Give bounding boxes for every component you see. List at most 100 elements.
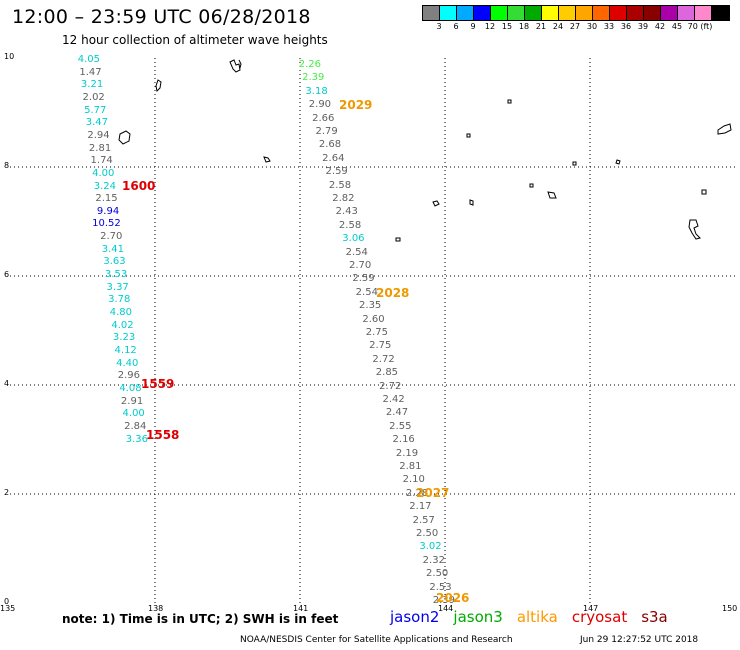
color-scale-label: 70 (ft) <box>687 22 713 31</box>
color-swatch <box>627 6 644 20</box>
generation-timestamp: Jun 29 12:27:52 UTC 2018 <box>580 635 699 645</box>
color-scale-labels: 3 6 9 12 15 18 21 24 27 30 33 36 39 42 45 70 (ft) <box>422 22 740 34</box>
color-scale-bar <box>422 5 730 21</box>
color-scale-label: 6 <box>453 22 459 31</box>
wave-height-value: 2.59 <box>352 273 375 285</box>
island-shape <box>118 130 131 145</box>
wave-height-value: 3.36 <box>125 433 148 445</box>
color-swatch <box>678 6 695 20</box>
wave-height-value: 4.12 <box>114 344 137 356</box>
island-shape <box>615 159 621 165</box>
wave-height-value: 3.41 <box>101 243 124 255</box>
color-swatch <box>491 6 508 20</box>
color-swatch <box>712 6 729 20</box>
island-shape <box>469 199 474 206</box>
y-tick-label: 10 <box>4 52 15 61</box>
wave-height-value: 3.18 <box>305 85 328 97</box>
y-tick-label: 2 <box>4 488 10 497</box>
color-swatch <box>525 6 542 20</box>
wave-height-value: 2.79 <box>315 126 338 137</box>
island-shape <box>547 191 557 199</box>
wave-height-value: 2.72 <box>379 380 402 392</box>
wave-height-value: 2.84 <box>124 420 147 432</box>
pass-time-label: 1559 <box>141 377 175 391</box>
wave-height-value: 3.21 <box>80 79 104 91</box>
wave-height-value: 2.47 <box>385 407 409 419</box>
satellite-legend: jason2 jason3 altika cryosat s3a <box>390 608 682 626</box>
wave-height-value: 2.96 <box>117 370 140 382</box>
wave-height-value: 4.40 <box>116 357 139 369</box>
wave-height-value: 2.75 <box>369 340 392 352</box>
color-scale-label: 21 <box>535 22 547 31</box>
color-scale-label: 15 <box>501 22 513 31</box>
color-scale-label: 30 <box>586 22 598 31</box>
pass-time-label: 2028 <box>376 286 410 300</box>
y-tick-label: 4 <box>4 379 10 388</box>
color-swatch <box>423 6 440 20</box>
wave-height-value: 2.39 <box>432 595 455 606</box>
wave-height-value: 3.53 <box>104 269 128 281</box>
color-swatch <box>440 6 457 20</box>
wave-height-value: 2.28 <box>405 487 429 499</box>
y-tick-label: 8 <box>4 161 10 170</box>
wave-height-value: 4.02 <box>111 319 134 331</box>
wave-height-value: 2.85 <box>375 367 399 379</box>
wave-height-value: 4.00 <box>122 408 145 420</box>
wave-height-value: 2.58 <box>328 179 352 191</box>
wave-height-value: 2.64 <box>322 152 345 164</box>
wave-height-value: 2.02 <box>82 91 105 103</box>
x-tick-label: 135 <box>0 604 16 613</box>
wave-height-value: 2.17 <box>409 501 432 513</box>
color-swatch <box>695 6 712 20</box>
x-tick-label: 150 <box>722 604 738 613</box>
island-shape <box>572 161 577 166</box>
wave-height-value: 2.94 <box>87 129 110 141</box>
color-swatch <box>576 6 593 20</box>
island-shape <box>507 99 512 104</box>
wave-height-value: 2.72 <box>372 353 395 365</box>
color-swatch <box>474 6 491 20</box>
credit-text: NOAA/NESDIS Center for Satellite Applica… <box>240 635 513 645</box>
x-tick-label: 138 <box>148 604 164 613</box>
color-swatch <box>644 6 661 20</box>
wave-height-value: 2.26 <box>298 59 321 70</box>
color-scale-label: 36 <box>620 22 632 31</box>
island-shape <box>229 59 241 73</box>
island-shape <box>688 219 701 240</box>
wave-height-value: 4.00 <box>92 167 115 179</box>
island-shape <box>432 200 440 207</box>
y-tick-label: 6 <box>4 270 10 279</box>
wave-height-value: 2.42 <box>382 394 405 405</box>
wave-height-value: 4.80 <box>109 307 132 318</box>
color-scale-label: 27 <box>569 22 581 31</box>
wave-height-value: 2.91 <box>120 395 144 407</box>
color-scale-label: 3 <box>436 22 442 31</box>
island-shape <box>155 79 162 93</box>
wave-height-value: 2.50 <box>415 528 439 539</box>
color-scale-label: 18 <box>518 22 530 31</box>
wave-height-value: 2.15 <box>95 193 118 205</box>
legend-altika: altika <box>516 608 558 626</box>
legend-s3a: s3a <box>641 608 668 626</box>
color-scale-label: 33 <box>603 22 615 31</box>
color-scale-label: 24 <box>552 22 564 31</box>
wave-height-value: 3.78 <box>108 294 131 306</box>
island-shape <box>529 183 534 188</box>
wave-height-value: 2.10 <box>402 474 425 486</box>
pass-time-label: 2027 <box>416 486 450 500</box>
color-swatch <box>593 6 610 20</box>
wave-height-value: 9.94 <box>96 205 120 217</box>
color-scale-label: 45 <box>671 22 683 31</box>
pass-time-label: 2029 <box>339 98 373 112</box>
wave-height-value: 3.37 <box>106 281 129 293</box>
wave-height-value: 2.55 <box>389 420 412 432</box>
x-tick-label: 144 <box>438 604 454 613</box>
wave-height-value: 5.77 <box>84 104 107 116</box>
color-scale-label: 9 <box>470 22 476 31</box>
island-shape <box>466 133 471 138</box>
color-swatch <box>542 6 559 20</box>
color-scale-label: 42 <box>654 22 666 31</box>
map-grid <box>10 58 735 603</box>
wave-height-value: 2.70 <box>100 231 123 243</box>
